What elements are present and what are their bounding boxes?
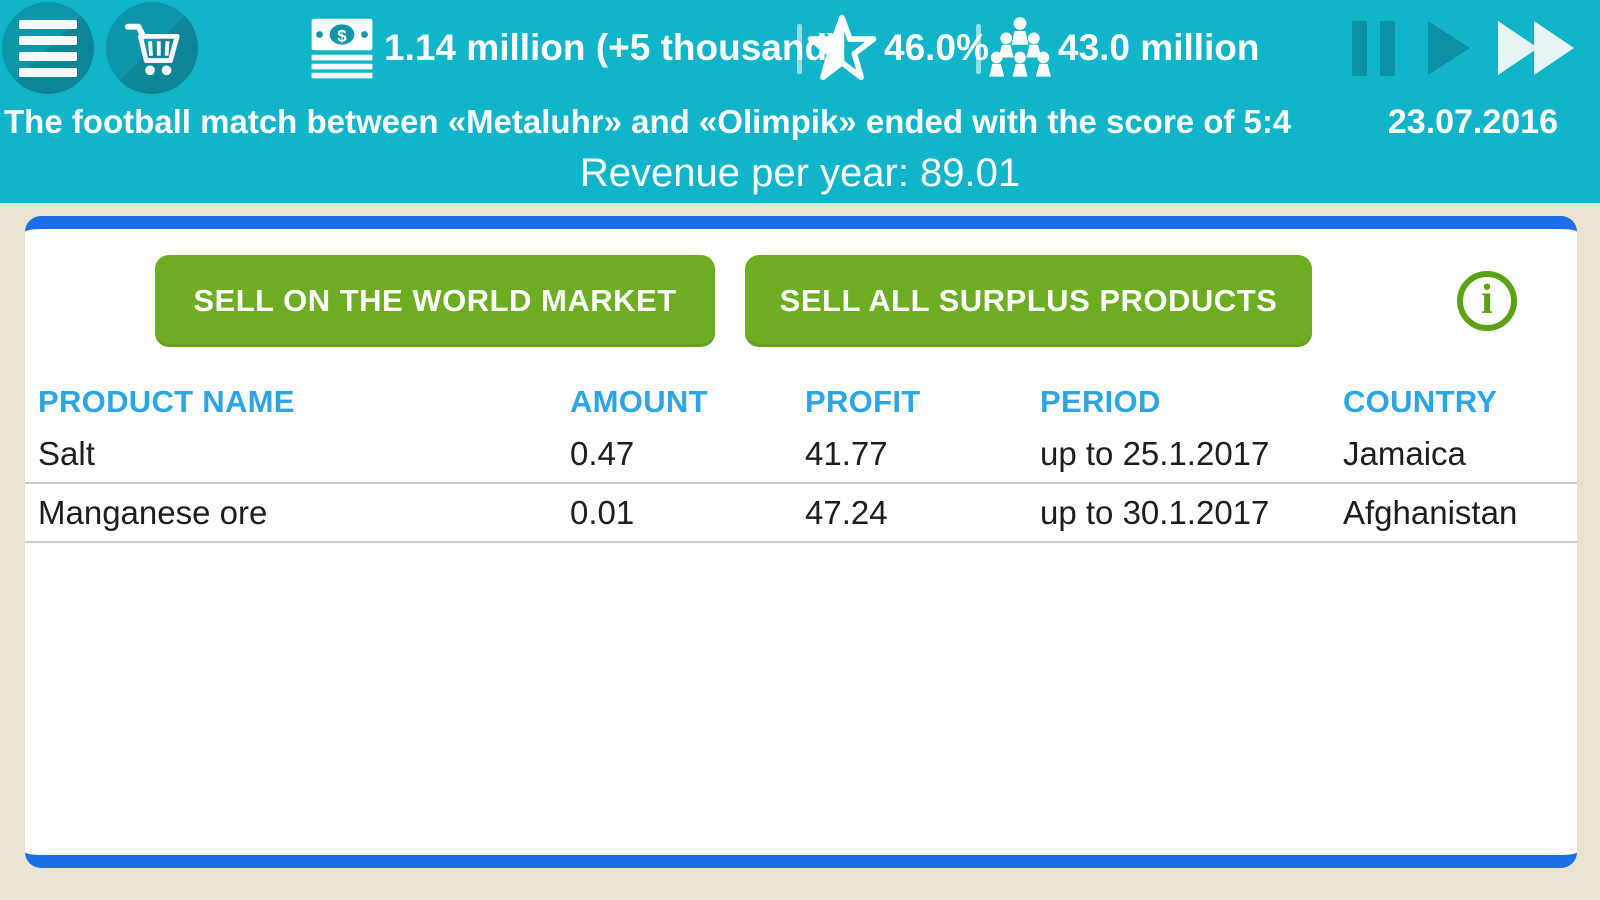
header-amount: AMOUNT: [570, 384, 708, 419]
info-button[interactable]: i: [1457, 271, 1517, 331]
play-button[interactable]: [1428, 21, 1470, 75]
header-period: PERIOD: [1040, 384, 1161, 419]
cell-period: up to 30.1.2017: [1040, 493, 1270, 531]
sell-all-surplus-button[interactable]: SELL ALL SURPLUS PRODUCTS: [745, 255, 1312, 347]
news-ticker[interactable]: The football match between «Metaluhr» an…: [4, 103, 1292, 140]
cell-country: Jamaica: [1343, 434, 1466, 472]
menu-button[interactable]: [2, 2, 94, 94]
fast-forward-icon: [1534, 21, 1574, 75]
header-country: COUNTRY: [1343, 384, 1498, 419]
hamburger-icon: [19, 19, 77, 77]
actions-row: SELL ON THE WORLD MARKET SELL ALL SURPLU…: [155, 255, 1312, 347]
cell-period: up to 25.1.2017: [1040, 434, 1270, 472]
revenue-per-year: Revenue per year: 89.01: [579, 151, 1021, 195]
cell-product-name: Manganese ore: [38, 493, 268, 531]
stats-row: $ 1.14 million (+5 thousand) 46.0%: [0, 0, 1600, 96]
header-product-name: PRODUCT NAME: [38, 384, 295, 419]
market-panel: SELL ON THE WORLD MARKET SELL ALL SURPLU…: [25, 216, 1577, 868]
cell-profit: 47.24: [805, 493, 888, 531]
star-icon: [807, 14, 877, 81]
pause-icon: [1380, 21, 1395, 76]
pause-icon: [1352, 21, 1367, 76]
news-row: The football match between «Metaluhr» an…: [0, 96, 1600, 148]
pause-button[interactable]: [1352, 21, 1395, 76]
game-date: 23.07.2016: [1387, 103, 1558, 141]
table-row[interactable]: Manganese ore 0.01 47.24 up to 30.1.2017…: [25, 484, 1577, 543]
market-button[interactable]: [106, 2, 198, 94]
cell-country: Afghanistan: [1343, 493, 1518, 531]
cell-amount: 0.47: [570, 434, 635, 472]
header-profit: PROFIT: [805, 384, 921, 419]
top-status-bar: $ 1.14 million (+5 thousand) 46.0%: [0, 0, 1600, 203]
contracts-table: PRODUCT NAME AMOUNT PROFIT PERIOD COUNTR…: [25, 379, 1577, 543]
cell-amount: 0.01: [570, 493, 635, 531]
fast-forward-icon: [1498, 21, 1538, 75]
shopping-cart-icon: [124, 23, 180, 76]
cell-product-name: Salt: [38, 434, 95, 472]
separator: [797, 24, 802, 74]
money-icon: $: [311, 18, 373, 79]
fast-forward-button[interactable]: [1498, 21, 1574, 75]
population-value: 43.0 million: [1058, 27, 1260, 68]
population-icon: [989, 17, 1051, 77]
table-header-row: PRODUCT NAME AMOUNT PROFIT PERIOD COUNTR…: [25, 379, 1577, 425]
separator: [976, 24, 981, 74]
cell-profit: 41.77: [805, 434, 888, 472]
rating-value: 46.0%: [884, 27, 989, 68]
svg-text:$: $: [337, 26, 347, 45]
money-value: 1.14 million (+5 thousand): [384, 27, 840, 68]
sell-world-market-button[interactable]: SELL ON THE WORLD MARKET: [155, 255, 715, 347]
table-row[interactable]: Salt 0.47 41.77 up to 25.1.2017 Jamaica: [25, 425, 1577, 484]
info-icon: i: [1481, 276, 1493, 323]
